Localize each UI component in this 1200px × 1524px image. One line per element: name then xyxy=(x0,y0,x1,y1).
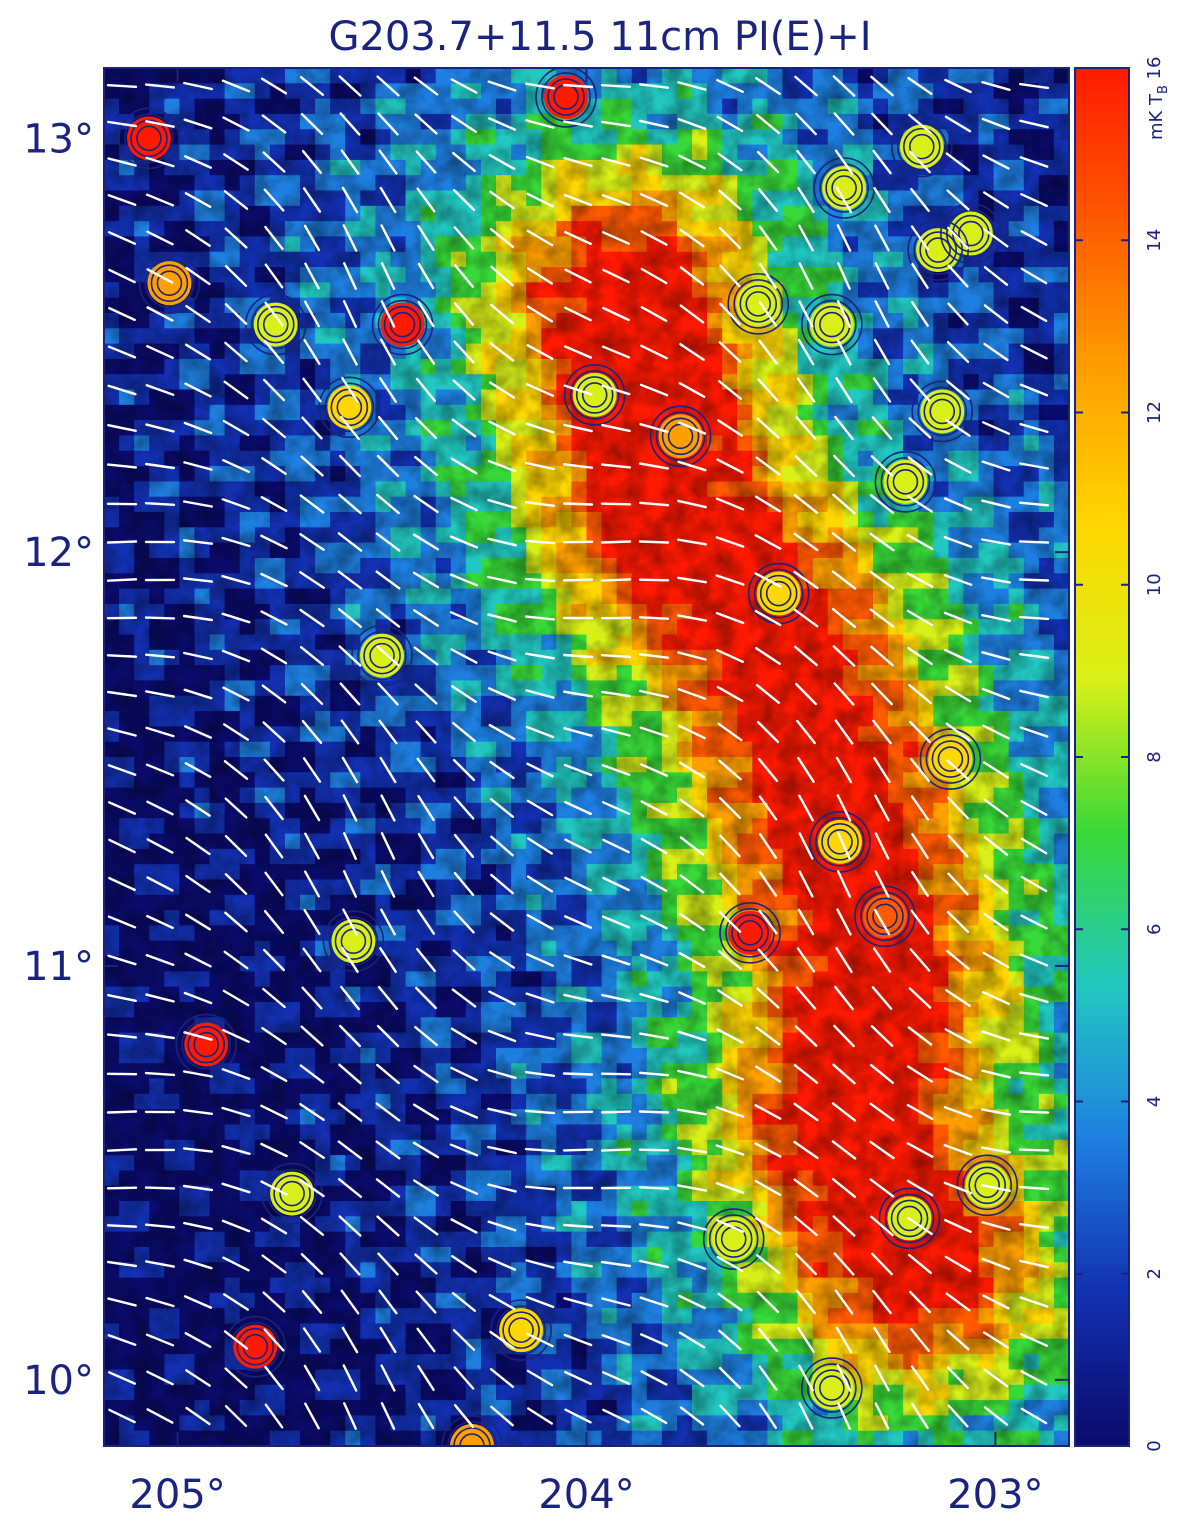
plot-area xyxy=(104,68,1069,1446)
chart-title: G203.7+11.5 11cm PI(E)+I xyxy=(328,14,871,60)
